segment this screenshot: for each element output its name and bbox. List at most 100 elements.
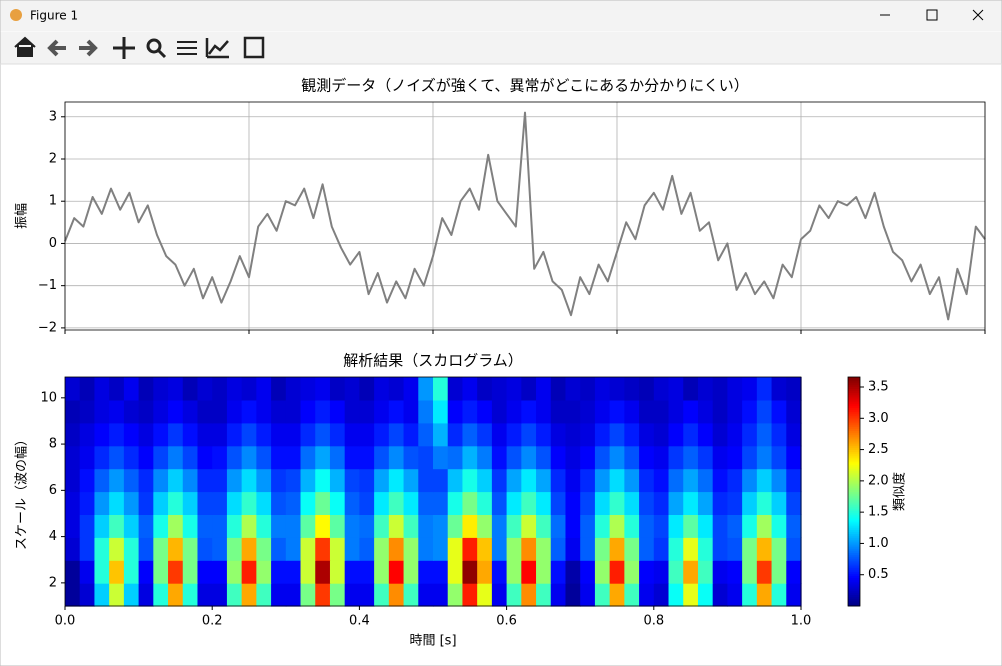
data-line xyxy=(64,111,986,321)
heatmap-cell xyxy=(226,537,243,561)
heatmap-cell xyxy=(550,560,567,584)
heatmap-cell xyxy=(521,399,537,424)
heatmap-cell xyxy=(668,514,684,538)
colorbar-gradient xyxy=(848,586,860,590)
heatmap-cell xyxy=(580,537,596,561)
colorbar-gradient xyxy=(848,443,860,447)
colorbar-gradient xyxy=(848,588,860,592)
heatmap-cell xyxy=(756,583,773,607)
heatmap-cell xyxy=(153,445,169,470)
heatmap-cell xyxy=(300,422,316,447)
heatmap-cell xyxy=(153,560,169,584)
heatmap-cell xyxy=(609,422,625,447)
heatmap-cell xyxy=(388,560,405,584)
heatmap-cell xyxy=(653,537,670,561)
heatmap-cell xyxy=(491,377,508,401)
heatmap-cell xyxy=(344,514,360,538)
heatmap-cell xyxy=(536,537,552,561)
colorbar-gradient xyxy=(848,418,860,422)
heatmap-cell xyxy=(374,445,390,470)
heatmap-cell xyxy=(138,445,154,470)
y-tick-label: 8 xyxy=(49,437,57,452)
heatmap-cell xyxy=(182,445,199,470)
heatmap-cell xyxy=(550,583,567,607)
heatmap-cell xyxy=(94,560,110,584)
colorbar-gradient xyxy=(848,483,860,487)
maximize-button[interactable] xyxy=(926,9,938,21)
heatmap-cell xyxy=(491,422,508,447)
heatmap-cell xyxy=(521,468,537,493)
colorbar-gradient xyxy=(848,464,860,468)
heatmap-cell xyxy=(771,399,787,424)
heatmap-cell xyxy=(359,560,375,584)
colorbar-tick-label: 3.5 xyxy=(868,380,889,395)
heatmap-cell xyxy=(109,514,125,538)
heatmap-cell xyxy=(477,514,493,538)
heatmap-cell xyxy=(315,560,331,584)
heatmap-cell xyxy=(388,514,405,538)
heatmap-cell xyxy=(212,514,228,538)
colorbar-gradient xyxy=(848,447,860,451)
heatmap-cell xyxy=(521,422,537,447)
colorbar-gradient xyxy=(848,470,860,473)
heatmap-cell xyxy=(212,537,228,561)
heatmap-cell xyxy=(506,468,522,493)
heatmap-cell xyxy=(697,514,714,538)
heatmap-cell xyxy=(344,377,360,401)
y-tick-label: 3 xyxy=(49,109,57,124)
heatmap-cell xyxy=(477,445,493,470)
colorbar-gradient xyxy=(848,438,860,441)
zoom-button[interactable] xyxy=(146,38,162,54)
colorbar-gradient xyxy=(848,407,860,410)
colorbar-gradient xyxy=(848,430,860,433)
heatmap-cell xyxy=(418,399,434,424)
heatmap-cell xyxy=(256,560,272,584)
heatmap-cell xyxy=(433,560,449,584)
colorbar-gradient xyxy=(848,535,860,538)
heatmap-cell xyxy=(491,491,508,515)
heatmap-cell xyxy=(212,491,228,515)
heatmap-cell xyxy=(624,537,640,561)
heatmap-cell xyxy=(123,560,140,584)
heatmap-cell xyxy=(594,537,611,561)
close-button[interactable] xyxy=(972,9,984,21)
heatmap-cell xyxy=(624,468,640,493)
colorbar-gradient xyxy=(848,564,860,567)
colorbar-gradient xyxy=(848,548,860,552)
heatmap-cell xyxy=(65,422,81,447)
heatmap-cell xyxy=(94,468,110,493)
heatmap-cell xyxy=(433,445,449,470)
heatmap-cell xyxy=(79,514,96,538)
heatmap-cell xyxy=(639,560,655,584)
heatmap-cell xyxy=(786,445,802,470)
heatmap-cell xyxy=(609,377,625,401)
heatmap-cell xyxy=(168,583,184,607)
colorbar-gradient xyxy=(848,499,860,502)
colorbar-gradient xyxy=(848,562,860,565)
heatmap-cell xyxy=(521,491,537,515)
heatmap-cell xyxy=(653,560,670,584)
heatmap-cell xyxy=(536,422,552,447)
home-button[interactable] xyxy=(14,36,36,57)
heatmap-cell xyxy=(697,377,714,401)
colorbar-gradient xyxy=(848,510,860,513)
heatmap-cell xyxy=(786,491,802,515)
forward-button[interactable] xyxy=(79,39,98,57)
colorbar-gradient xyxy=(848,451,860,454)
heatmap-cell xyxy=(197,560,213,584)
back-button[interactable] xyxy=(47,39,66,57)
colorbar-gradient xyxy=(848,485,860,489)
heatmap-cell xyxy=(168,468,184,493)
colorbar-gradient xyxy=(848,377,860,380)
heatmap-cell xyxy=(565,514,581,538)
heatmap-cell xyxy=(344,560,360,584)
configure-button[interactable] xyxy=(177,41,197,55)
colorbar-gradient xyxy=(848,585,860,588)
x-tick-label: 0.8 xyxy=(643,614,664,629)
edit-axis-button[interactable] xyxy=(205,38,229,59)
colorbar-gradient xyxy=(848,543,860,546)
heatmap-cell xyxy=(212,560,228,584)
pan-button[interactable] xyxy=(113,37,135,59)
save-button[interactable] xyxy=(243,36,265,59)
heatmap-cell xyxy=(580,468,596,493)
